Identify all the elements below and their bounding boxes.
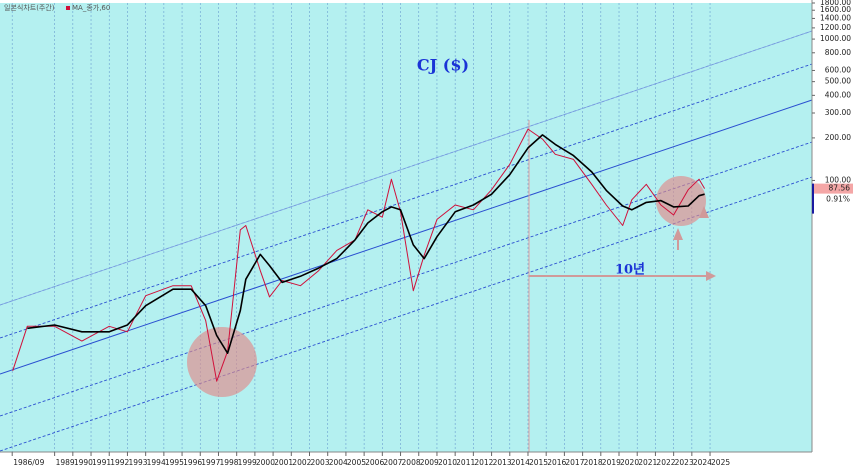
x-tick-label: 2019 [602,458,621,467]
annotation: 10년 [615,263,645,278]
price-tag-label: 87.56 [829,184,851,193]
x-tick-label: 1990 [74,458,93,467]
change-bar [812,183,814,214]
legend: 일본식차트(주간) MA_종가,60 [4,3,110,12]
chart-title: CJ ($) [417,56,469,75]
grid [11,3,711,452]
y-tick-label: 800.00 [825,48,851,57]
y-tick-label: 1800.00 [820,0,851,7]
legend-swatch [66,6,70,10]
x-tick-label: 2020 [620,458,639,467]
y-tick-label: 1600.00 [820,5,851,14]
y-tick-label: 1200.00 [820,23,851,32]
x-tick-label: 1989 [56,458,75,467]
x-tick-label: 2013 [493,458,512,467]
channel-lines [0,30,813,452]
channel-line [0,30,813,306]
x-tick-label: 2024 [693,458,712,467]
x-axis-panel [0,452,854,472]
x-tick-label: 1997 [201,458,220,467]
x-tick-label: 1996 [183,458,202,467]
x-tick-label: 1998 [219,458,238,467]
x-tick-label: 1995 [165,458,184,467]
x-tick-label: 2005 [347,458,366,467]
highlight-circle [656,176,706,226]
x-tick-label: 2022 [656,458,675,467]
channel-line [0,176,813,452]
y-tick-label: 300.00 [825,108,851,117]
price-line [12,128,706,382]
x-tick-label: 2014 [511,458,530,467]
x-tick-label: 2015 [529,458,548,467]
x-tick-label: 2008 [402,458,421,467]
highlight-circle [187,327,257,397]
arrow-head [673,228,683,240]
y-tick-label: 500.00 [825,77,851,86]
x-tick-label: 1986/09 [13,458,44,467]
x-tick-label: 2021 [638,458,657,467]
x-tick-label: 2009 [420,458,439,467]
price-tag [813,183,853,194]
x-tick-label: 2017 [565,458,584,467]
x-tick-label: 2004 [329,458,348,467]
channel-line [0,141,813,417]
x-tick-label: 2000 [256,458,275,467]
x-tick-label: 2011 [456,458,475,467]
x-tick-label: 2001 [274,458,293,467]
legend-label: MA_종가,60 [72,3,110,12]
plot-area [0,3,812,452]
x-tick-label: 2007 [383,458,402,467]
y-tick-label: 400.00 [825,90,851,99]
legend-label: 일본식차트(주간) [4,3,55,12]
x-tick-label: 2025 [711,458,730,467]
axes: 1986/09 1989 1990 1991 1992 1993 1994 1995 1996 1… [11,0,853,467]
ma-line [27,134,705,355]
y-tick-label: 100.00 [825,175,851,184]
y-tick-label: 600.00 [825,65,851,74]
x-tick-label: 2010 [438,458,457,467]
marks [12,128,706,382]
x-tick-label: 2016 [547,458,566,467]
x-tick-label: 1992 [110,458,129,467]
y-axis-panel [812,0,854,452]
x-tick-label: 1994 [147,458,166,467]
change-label: 0.91% [826,195,850,204]
y-tick-label: 200.00 [825,133,851,142]
x-tick-label: 2012 [474,458,493,467]
x-tick-label: 2002 [292,458,311,467]
channel-line [0,63,813,339]
y-tick-label: 1400.00 [820,13,851,22]
arrow-head [699,206,709,218]
x-tick-label: 2023 [675,458,694,467]
y-tick-label: 1000.00 [820,34,851,43]
x-tick-label: 1993 [128,458,147,467]
arrow-head [706,271,716,281]
x-tick-label: 2003 [311,458,330,467]
x-tick-label: 2006 [365,458,384,467]
channel-line [0,99,813,375]
x-tick-label: 1991 [92,458,111,467]
x-tick-label: 2018 [584,458,603,467]
x-tick-label: 1999 [238,458,257,467]
